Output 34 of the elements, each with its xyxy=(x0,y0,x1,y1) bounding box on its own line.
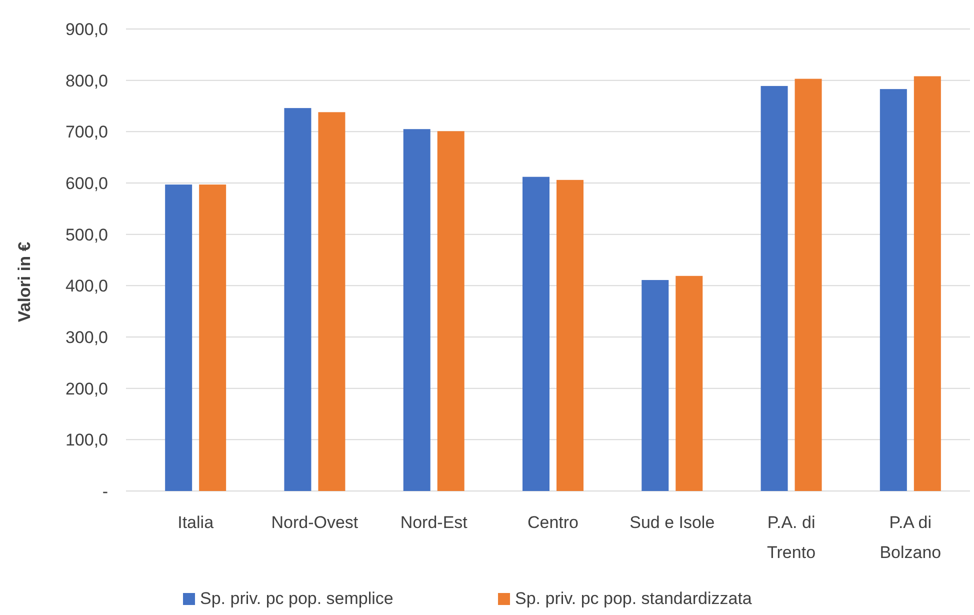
y-tick-label: 900,0 xyxy=(65,20,108,39)
y-tick-label: 600,0 xyxy=(65,174,108,193)
bar xyxy=(318,112,346,491)
y-axis-title: Valori in € xyxy=(15,241,34,322)
x-tick-label: Nord-Est xyxy=(400,513,468,532)
y-tick-label: 300,0 xyxy=(65,328,108,347)
legend-label: Sp. priv. pc pop. standardizzata xyxy=(515,589,752,608)
bar xyxy=(880,89,907,491)
bar xyxy=(199,184,226,491)
x-tick-label: Italia xyxy=(178,513,214,532)
bar xyxy=(556,180,584,491)
bar xyxy=(914,76,941,491)
x-tick-label: Sud e Isole xyxy=(630,513,715,532)
x-tick-label: Centro xyxy=(527,513,579,532)
y-tick-label: 200,0 xyxy=(65,379,108,398)
bar xyxy=(522,176,550,491)
legend-label: Sp. priv. pc pop. semplice xyxy=(200,589,394,608)
bar xyxy=(642,280,669,491)
x-tick-label: P.A. di Trento xyxy=(767,513,816,562)
bar xyxy=(403,129,430,491)
bar xyxy=(760,86,788,491)
y-tick-label: - xyxy=(102,482,108,501)
y-tick-label: 500,0 xyxy=(65,225,108,244)
y-tick-label: 800,0 xyxy=(65,71,108,90)
x-tick-label: P.A di Bolzano xyxy=(880,513,942,562)
bar xyxy=(437,131,464,491)
y-tick-label: 100,0 xyxy=(65,430,108,450)
bar xyxy=(676,276,703,491)
bar xyxy=(165,184,192,491)
x-tick-label: Nord-Ovest xyxy=(271,513,358,532)
y-tick-label: 700,0 xyxy=(65,122,108,142)
bar xyxy=(794,78,822,491)
bar xyxy=(284,108,312,491)
y-tick-label: 400,0 xyxy=(65,276,108,296)
